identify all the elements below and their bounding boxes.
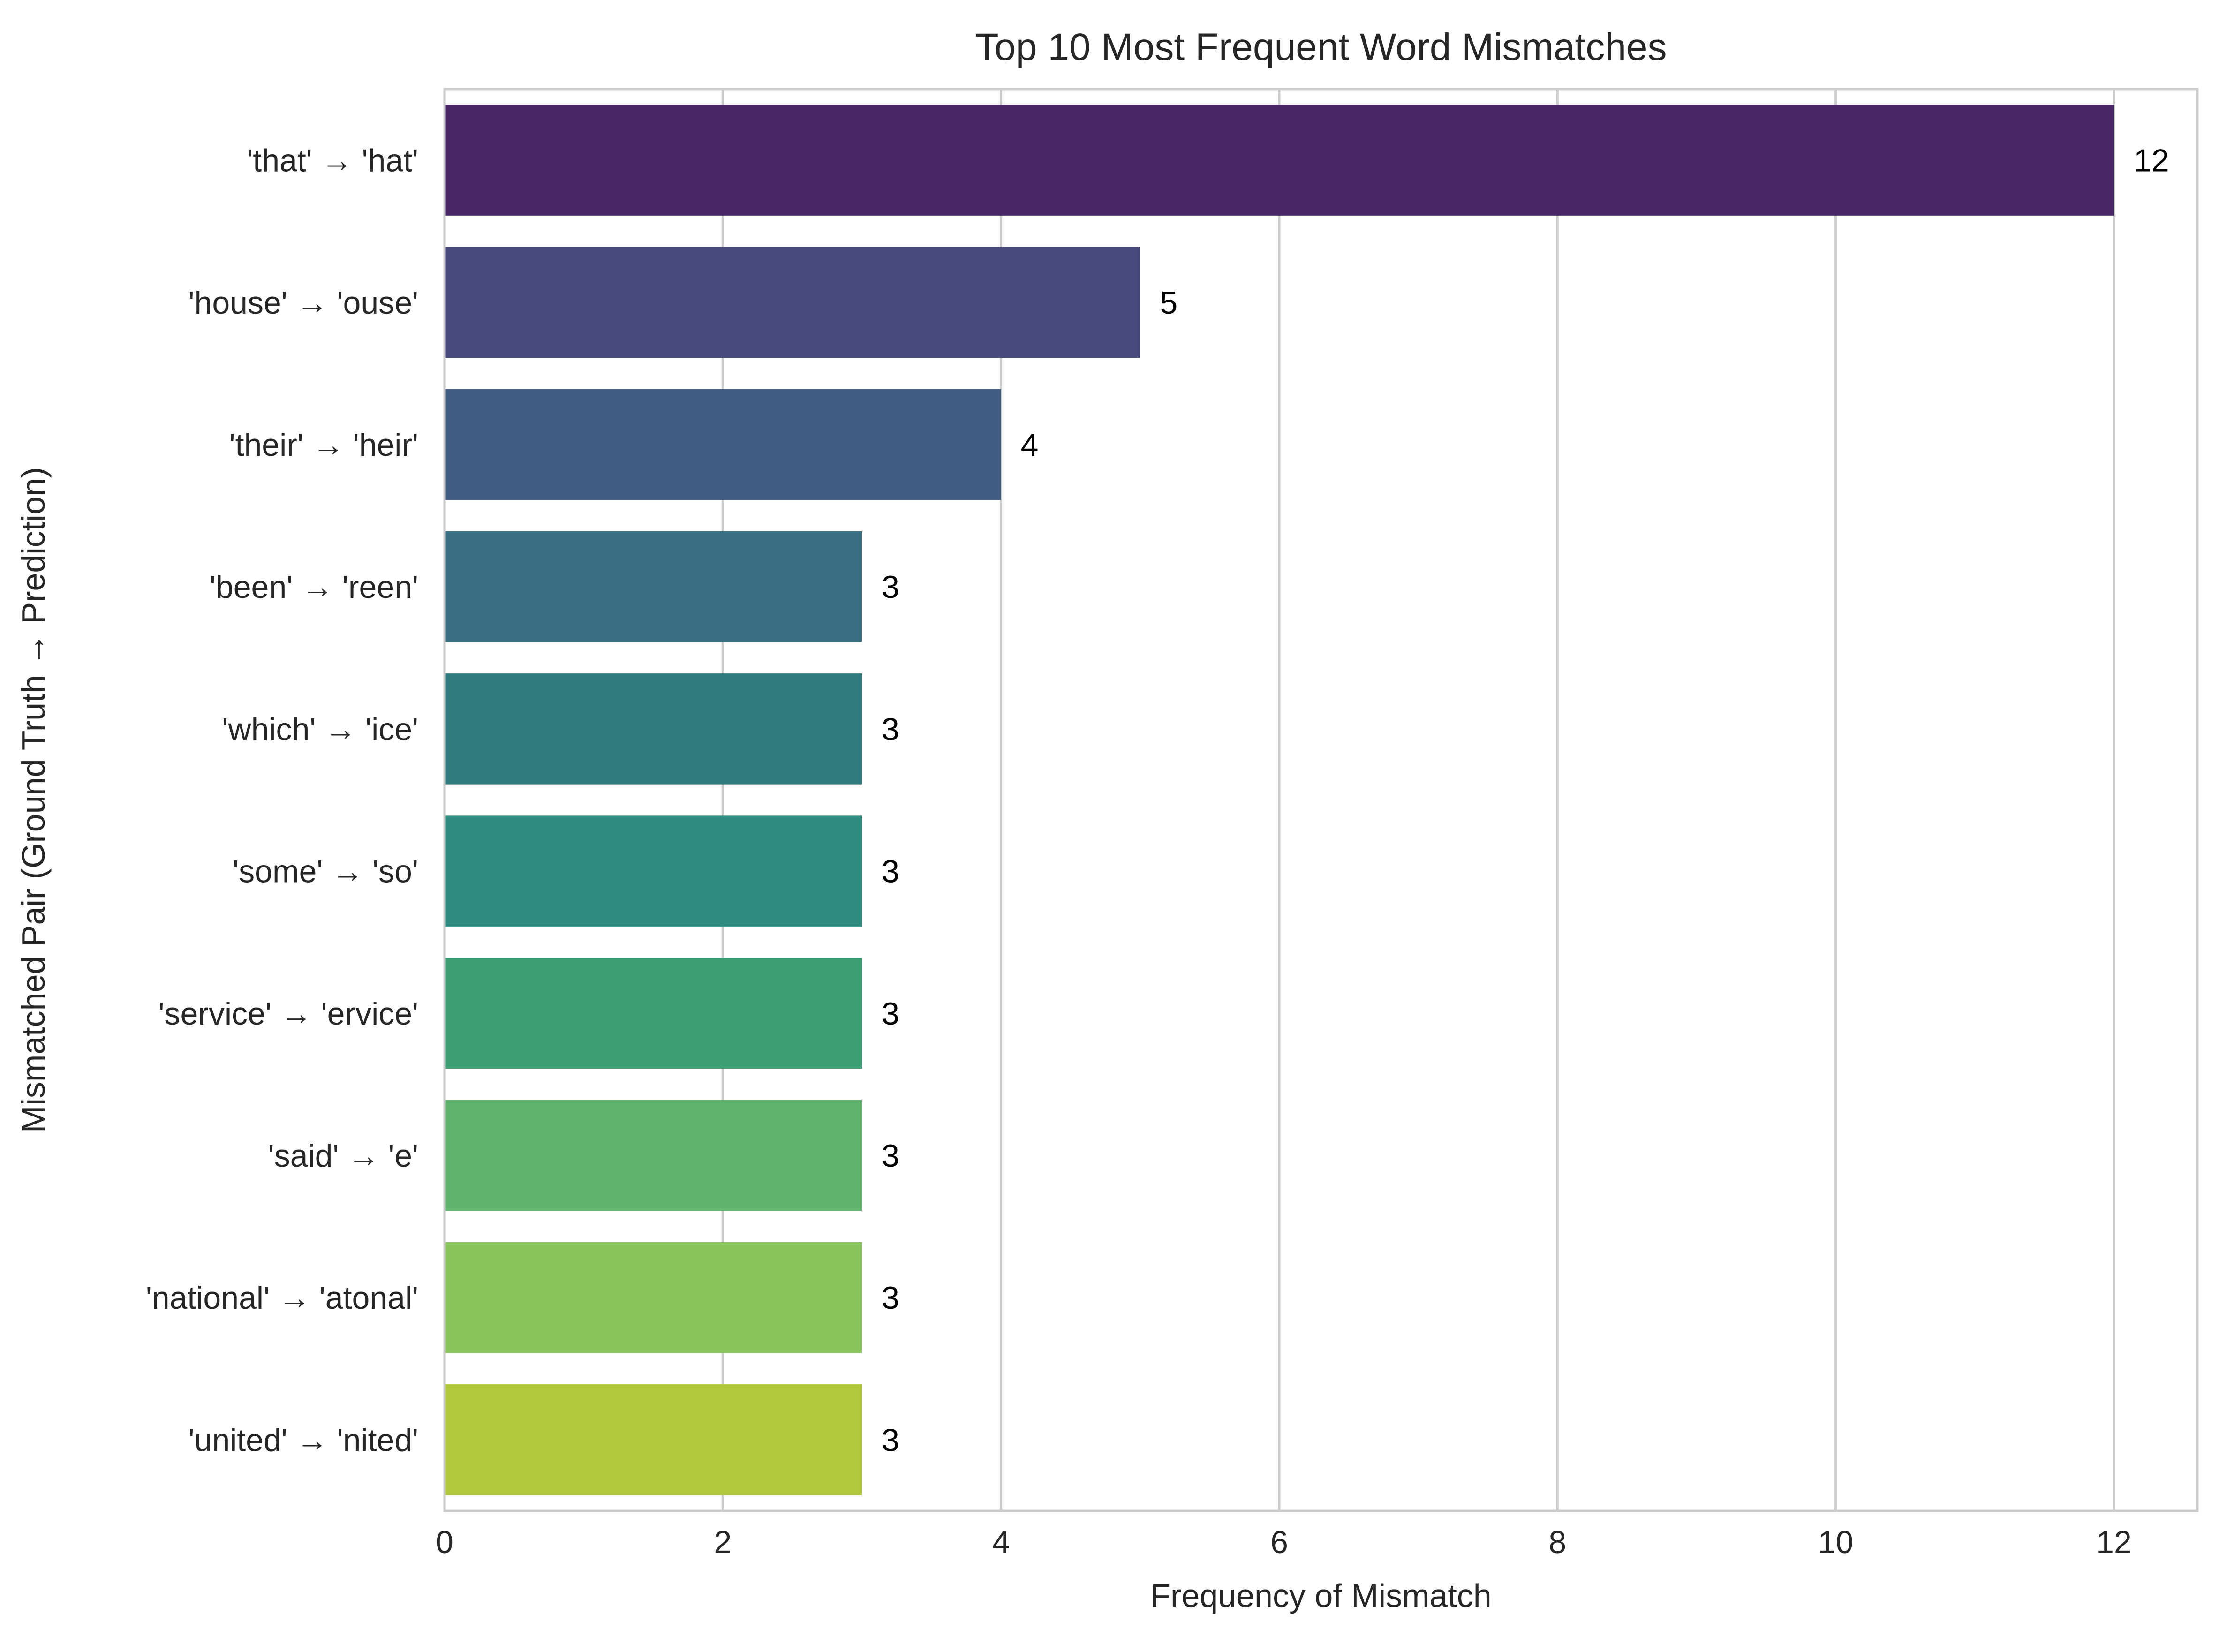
plot-frame: [443, 88, 2199, 1512]
y-tick-label: 'which' → 'ice': [222, 711, 419, 747]
y-tick-label: 'been' → 'reen': [210, 569, 418, 605]
bar: [445, 1100, 862, 1211]
x-tick-label: 6: [1270, 1524, 1288, 1560]
y-tick-label: 'service' → 'ervice': [158, 996, 419, 1032]
x-tick-labels: 0 2 4 6 8 10 12: [436, 1524, 2132, 1560]
data-labels: 12 5 4 3 3 3 3 3 3 3: [882, 143, 2169, 1458]
y-tick-label: 'united' → 'nited': [189, 1422, 418, 1458]
data-label: 3: [882, 1280, 899, 1316]
y-tick-label: 'said' → 'e': [268, 1138, 418, 1174]
y-tick-label: 'some' → 'so': [233, 854, 418, 890]
x-tick-label: 10: [1818, 1524, 1854, 1560]
data-label: 3: [882, 569, 899, 605]
data-label: 3: [882, 1138, 899, 1174]
data-label: 3: [882, 1422, 899, 1458]
x-tick-label: 8: [1548, 1524, 1566, 1560]
x-axis-label: Frequency of Mismatch: [1150, 1577, 1491, 1614]
data-label: 3: [882, 854, 899, 890]
bars: [445, 105, 2114, 1495]
bar: [445, 958, 862, 1069]
bar: [445, 389, 1001, 500]
bar: [445, 1384, 862, 1495]
x-tick-label: 0: [436, 1524, 453, 1560]
bar: [445, 673, 862, 785]
bar: [445, 105, 2114, 216]
y-tick-label: 'their' → 'heir': [229, 427, 418, 463]
data-label: 3: [882, 711, 899, 747]
bar: [445, 531, 862, 642]
x-tick-label: 4: [992, 1524, 1010, 1560]
data-label: 5: [1160, 285, 1177, 321]
y-tick-label: 'national' → 'atonal': [146, 1280, 418, 1316]
chart-title: Top 10 Most Frequent Word Mismatches: [975, 26, 1667, 68]
y-tick-labels: 'that' → 'hat' 'house' → 'ouse' 'their' → …: [146, 143, 418, 1458]
bar: [445, 247, 1140, 358]
data-label: 3: [882, 996, 899, 1032]
x-tick-label: 12: [2096, 1524, 2132, 1560]
data-label: 12: [2134, 143, 2169, 179]
y-axis-label: Mismatched Pair (Ground Truth → Predicti…: [15, 467, 52, 1133]
data-label: 4: [1021, 427, 1039, 463]
y-tick-label: 'that' → 'hat': [247, 143, 418, 179]
x-tick-label: 2: [714, 1524, 732, 1560]
bar: [445, 815, 862, 927]
y-tick-label: 'house' → 'ouse': [189, 285, 418, 321]
bar: [445, 1242, 862, 1353]
